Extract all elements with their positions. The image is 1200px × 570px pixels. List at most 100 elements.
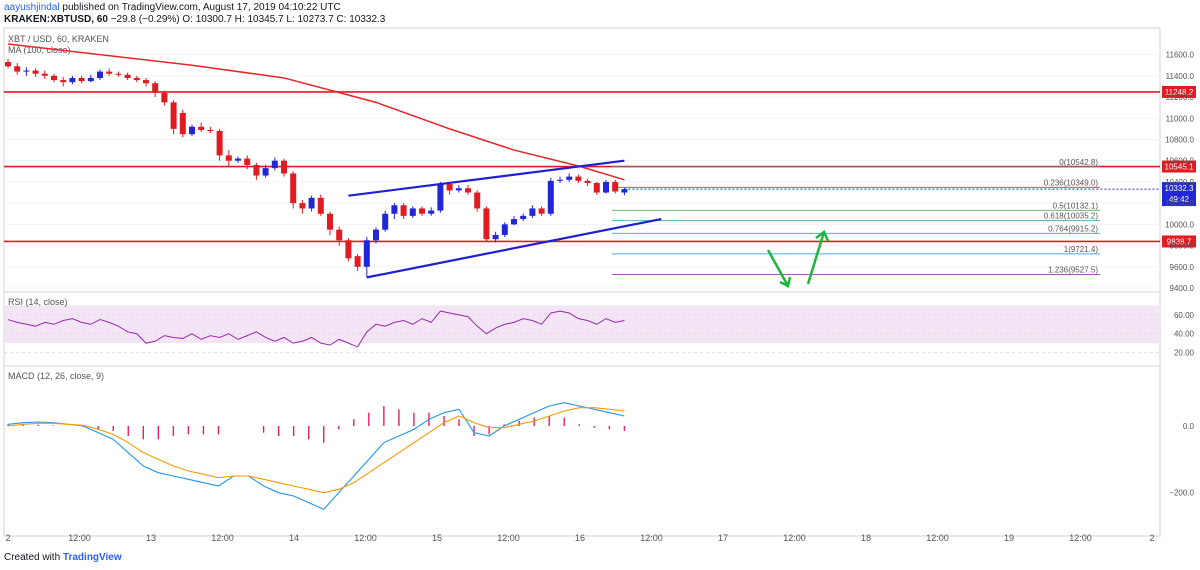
level-price-tag xyxy=(1162,160,1196,173)
fib-level-label: 1.236(9527.5) xyxy=(1048,265,1098,274)
candle-body xyxy=(575,176,582,181)
candle-body xyxy=(419,208,425,214)
rsi-legend: RSI (14, close) xyxy=(8,297,68,307)
rsi-line xyxy=(7,310,625,348)
candle-body xyxy=(400,205,407,216)
x-tick-label: 12:00 xyxy=(783,533,806,543)
x-tick-label: 15 xyxy=(432,533,442,543)
candle-body xyxy=(124,74,131,78)
y-tick-label: 10400.0 xyxy=(1165,178,1194,187)
tradingview-logo[interactable]: TradingView xyxy=(62,552,122,563)
trend-line xyxy=(366,217,662,279)
y-tick-label: 10200.0 xyxy=(1165,199,1194,208)
candle-body xyxy=(244,158,251,165)
candle-body xyxy=(483,208,490,240)
up-arrow-head xyxy=(815,230,830,242)
fib-level-label: 0.764(9915.2) xyxy=(1048,224,1098,233)
level-price-label: 11248.2 xyxy=(1165,88,1194,97)
symbol-info: KRAKEN:XBTUSD, 60 −29.8 (−0.29%) O: 1030… xyxy=(4,14,385,25)
y-tick-label: 11600.0 xyxy=(1166,51,1195,60)
fib-level-label: 0.5(10132.1) xyxy=(1053,201,1099,210)
fib-level-label: 0.618(10035.2) xyxy=(1044,212,1099,221)
signal-line xyxy=(7,407,625,494)
candle-body xyxy=(207,129,214,131)
candle-body xyxy=(603,181,609,193)
candle-body xyxy=(520,215,527,220)
candle-body xyxy=(538,208,545,214)
rsi-tick-label: 60.00 xyxy=(1174,311,1195,320)
fib-level-label: 1(9721.4) xyxy=(1064,245,1099,254)
y-tick-label: 9800.0 xyxy=(1170,242,1195,251)
candle-body xyxy=(354,256,361,267)
level-price-label: 9838.7 xyxy=(1167,237,1192,246)
candle-body xyxy=(465,188,471,193)
macd-line xyxy=(7,402,625,510)
candle-body xyxy=(97,71,103,78)
candle-body xyxy=(612,181,619,192)
price-pane-border xyxy=(3,27,1161,293)
candle-body xyxy=(271,160,278,169)
level-price-label: 10545.1 xyxy=(1165,163,1194,172)
x-tick-label: 12:00 xyxy=(926,533,949,543)
candle-body xyxy=(14,66,21,72)
candle-body xyxy=(69,77,76,83)
candle-body xyxy=(621,189,628,193)
candle-body xyxy=(474,192,481,209)
x-tick-label: 12:00 xyxy=(640,533,663,543)
candle-body xyxy=(557,179,563,181)
candle-body xyxy=(41,73,48,76)
price-change: −29.8 (−0.29%) xyxy=(110,14,180,25)
candle-body xyxy=(179,112,186,135)
symbol-label: KRAKEN:XBTUSD, 60 xyxy=(4,14,108,25)
x-tick-label: 19 xyxy=(1004,533,1014,543)
candle-body xyxy=(152,83,159,93)
candle-body xyxy=(143,80,149,84)
x-tick-label: 14 xyxy=(289,533,299,543)
x-tick-label: 12:00 xyxy=(497,533,520,543)
x-tick-label: 16 xyxy=(575,533,585,543)
candle-body xyxy=(133,77,140,81)
candle-body xyxy=(566,176,573,180)
y-tick-label: 10000.0 xyxy=(1165,220,1194,229)
macd-legend: MACD (12, 26, close, 9) xyxy=(8,371,105,381)
level-price-tag xyxy=(1162,235,1196,248)
x-tick-label: 12:00 xyxy=(354,533,377,543)
candle-body xyxy=(511,219,517,225)
candle-body xyxy=(428,210,435,214)
rsi-tick-label: 40.00 xyxy=(1174,330,1195,339)
candle-body xyxy=(216,130,223,156)
candle-body xyxy=(78,77,85,82)
candle-body xyxy=(547,180,554,214)
candle-body xyxy=(446,184,453,191)
publish-date: published on TradingView.com, August 17,… xyxy=(62,2,341,13)
publish-info: aayushjindal published on TradingView.co… xyxy=(4,2,341,13)
candle-body xyxy=(23,70,30,72)
y-tick-label: 10800.0 xyxy=(1165,135,1194,144)
x-tick-label: 2 xyxy=(5,533,10,543)
candle-body xyxy=(529,208,536,216)
candle-body xyxy=(299,203,306,209)
ma-100-line xyxy=(7,43,625,181)
author-link[interactable]: aayushjindal xyxy=(4,2,60,13)
candle-body xyxy=(373,229,379,241)
x-tick-label: 12:00 xyxy=(68,533,91,543)
x-tick-label: 2 xyxy=(1149,533,1154,543)
y-tick-label: 9600.0 xyxy=(1170,263,1195,272)
candle-body xyxy=(345,240,352,259)
level-price-tag xyxy=(1162,85,1196,98)
candle-body xyxy=(492,234,499,240)
candle-body xyxy=(593,182,600,193)
candle-body xyxy=(308,197,315,209)
trend-line xyxy=(348,159,625,197)
macd-pane-border xyxy=(3,365,1161,537)
candle-body xyxy=(32,70,39,74)
macd-tick-label: 0.0 xyxy=(1183,422,1195,431)
candle-body xyxy=(281,160,287,174)
pair-legend: XBT / USD, 60, KRAKEN xyxy=(8,34,109,44)
x-tick-label: 12:00 xyxy=(1069,533,1092,543)
x-tick-label: 18 xyxy=(861,533,871,543)
candle-body xyxy=(437,184,444,211)
candle-body xyxy=(161,92,168,103)
fib-level-label: 0(10542.8) xyxy=(1059,158,1098,167)
